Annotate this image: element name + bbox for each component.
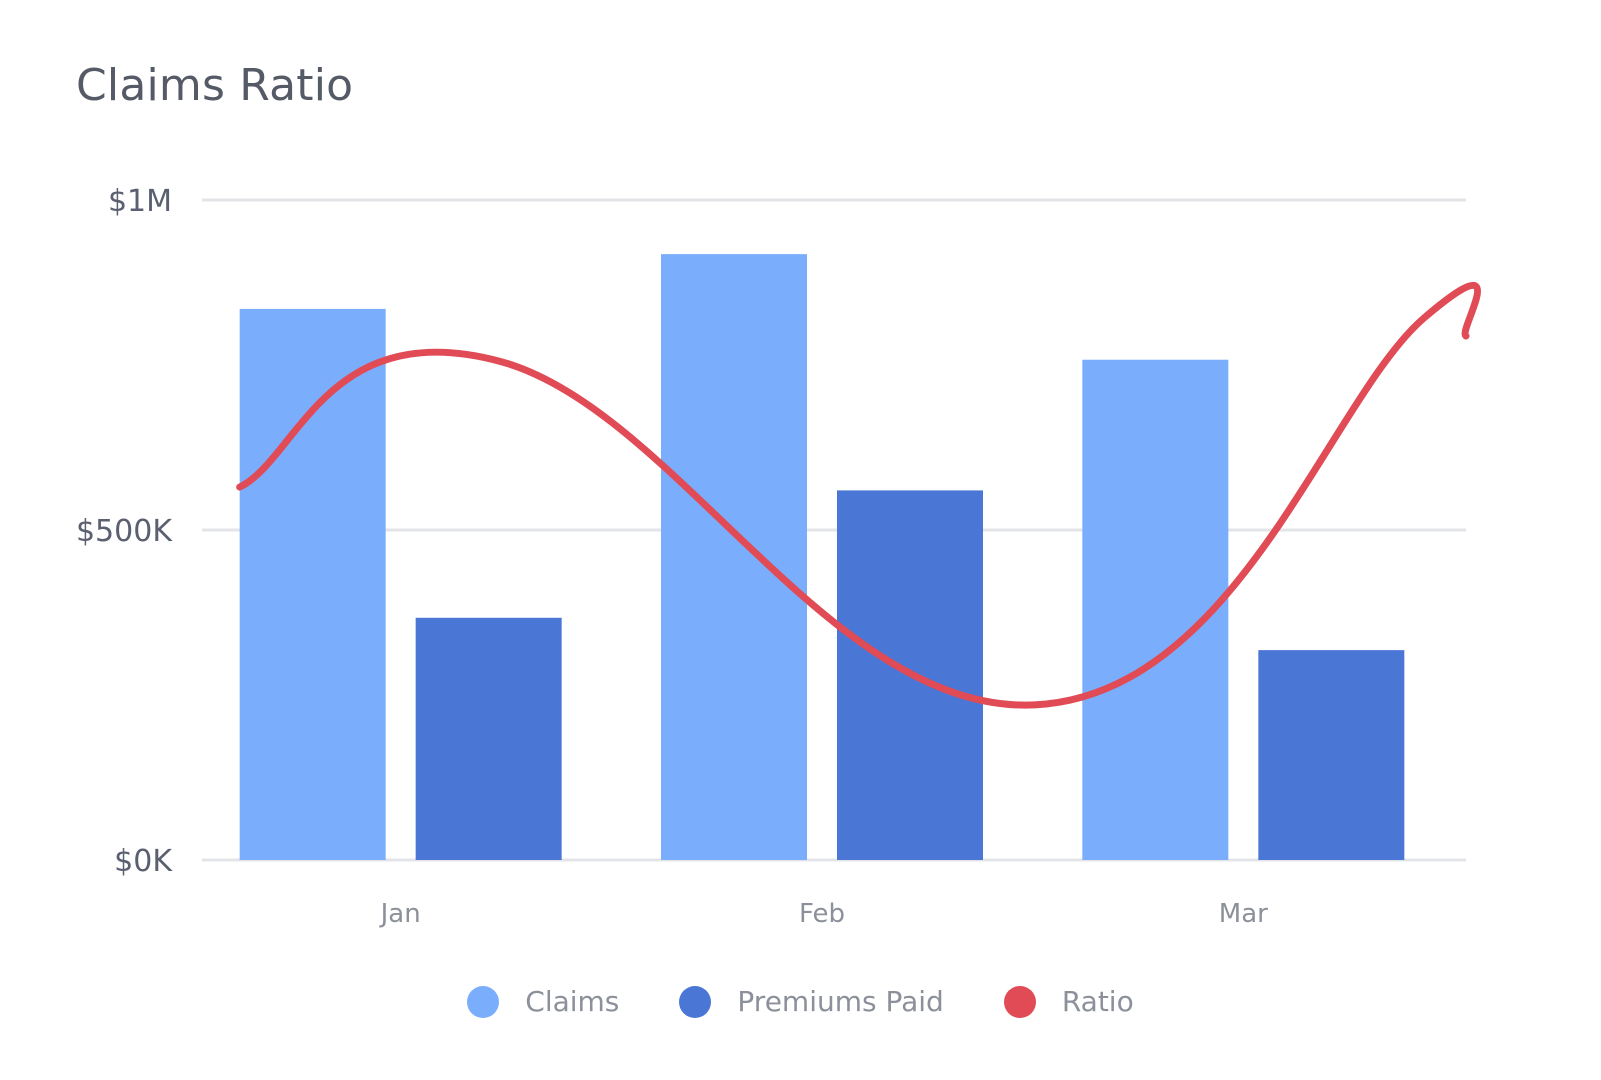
bar-claims-jan: [239, 308, 386, 860]
bar-claims-feb: [661, 254, 807, 860]
legend-item-premiums-paid[interactable]: Premiums Paid: [679, 985, 944, 1018]
y-tick-label: $0K: [114, 844, 173, 879]
legend-item-claims[interactable]: Claims: [467, 985, 619, 1018]
legend-label-premiums-paid: Premiums Paid: [737, 985, 944, 1018]
y-tick-label: $500K: [76, 514, 173, 549]
legend-item-ratio[interactable]: Ratio: [1003, 985, 1134, 1018]
bar-premiums-paid-mar: [1258, 650, 1405, 860]
bar-premiums-paid-jan: [415, 617, 562, 860]
ratio-line: [236, 281, 1481, 709]
bar-claims-mar: [1082, 359, 1229, 860]
legend-label-claims: Claims: [525, 985, 620, 1018]
x-tick-label: Feb: [799, 899, 845, 929]
y-tick-label: $1M: [108, 184, 172, 219]
legend-dot-claims: [467, 985, 500, 1018]
x-tick-label: Mar: [1219, 899, 1268, 929]
chart-title: Claims Ratio: [76, 60, 354, 111]
legend-label-ratio: Ratio: [1061, 985, 1134, 1018]
legend-dot-ratio: [1003, 985, 1036, 1018]
x-tick-label: Jan: [379, 899, 421, 929]
legend-dot-premiums-paid: [679, 985, 712, 1018]
legend: Claims Premiums Paid Ratio: [0, 985, 1601, 1018]
claims-ratio-chart: $0K $500K $1M Jan Feb Mar: [76, 184, 1481, 929]
